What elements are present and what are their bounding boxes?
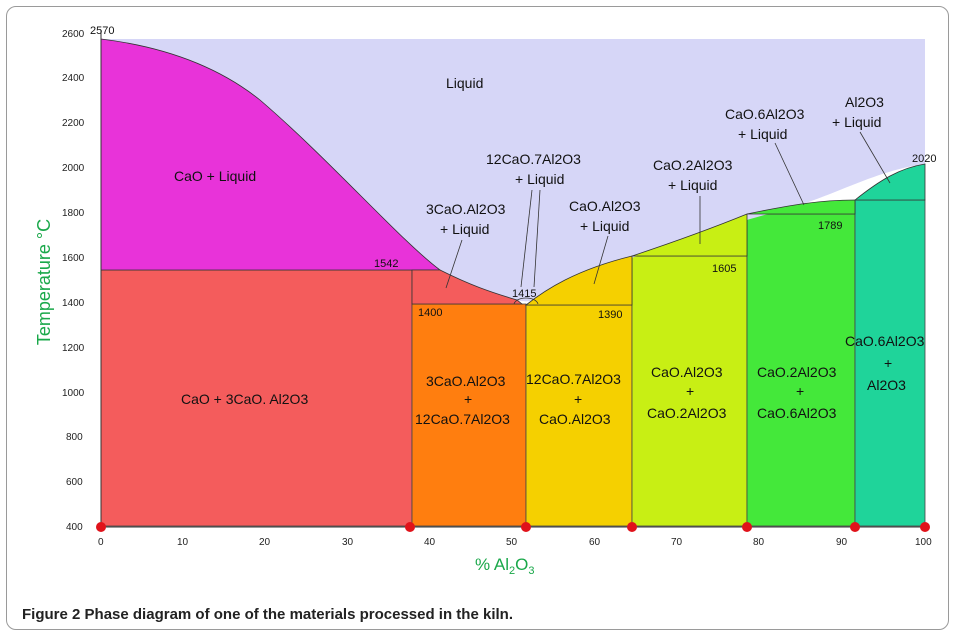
label-c3a-c12a7-a: 3CaO.Al2O3	[426, 373, 506, 389]
region-a-liquid	[853, 163, 926, 201]
label-c12a7-ca-b: CaO.Al2O3	[539, 411, 611, 427]
label-c12a7-ca-plus: +	[574, 391, 582, 407]
label-c12a7-ca-a: 12CaO.7Al2O3	[526, 371, 621, 387]
caption-label: Figure 2	[22, 606, 81, 623]
y-tick: 2200	[62, 118, 85, 129]
label-a-liquid-b: + Liquid	[832, 114, 881, 130]
marker	[627, 522, 637, 532]
label-cao-liquid: CaO + Liquid	[174, 168, 256, 184]
temp-1605: 1605	[712, 263, 736, 275]
label-ca2-liquid-a: CaO.2Al2O3	[653, 157, 733, 173]
label-ca6-a-b: Al2O3	[867, 377, 906, 393]
label-ca6-liquid-a: CaO.6Al2O3	[725, 106, 805, 122]
label-ca6-liquid-b: + Liquid	[738, 126, 787, 142]
temp-1400: 1400	[418, 307, 442, 319]
region-ca-liquid	[524, 255, 633, 306]
x-tick: 40	[424, 537, 436, 548]
label-ca6-a-a: CaO.6Al2O3	[845, 333, 925, 349]
y-tick: 2600	[62, 29, 85, 40]
x-ticks: 0 10 20 30 40 50 60 70 80 90 100	[98, 537, 932, 548]
marker	[920, 522, 930, 532]
region-c3a-liquid	[411, 269, 524, 305]
region-ca6-a	[854, 199, 926, 527]
label-ca-liquid-b: + Liquid	[580, 218, 629, 234]
marker	[521, 522, 531, 532]
x-axis-label: % Al2O3	[475, 555, 535, 577]
label-a-liquid-a: Al2O3	[845, 94, 884, 110]
region-ca-ca2	[631, 255, 748, 527]
temp-1390: 1390	[598, 309, 622, 321]
label-ca-ca2-b: CaO.2Al2O3	[647, 405, 727, 421]
temp-1542: 1542	[374, 258, 398, 270]
boundary-markers	[96, 522, 930, 532]
label-liquid: Liquid	[446, 75, 483, 91]
y-tick: 800	[66, 432, 83, 443]
y-tick: 2400	[62, 73, 85, 84]
x-tick: 20	[259, 537, 271, 548]
label-ca-ca2-a: CaO.Al2O3	[651, 364, 723, 380]
label-ca2-ca6-a: CaO.2Al2O3	[757, 364, 837, 380]
y-tick: 1400	[62, 298, 85, 309]
x-tick: 30	[342, 537, 354, 548]
label-c3a-liquid-a: 3CaO.Al2O3	[426, 201, 506, 217]
label-ca6-a-plus: +	[884, 355, 892, 371]
y-ticks: 400 600 800 1000 1200 1400 1600 1800 200…	[62, 29, 85, 533]
region-c3a-c12a7	[411, 303, 527, 527]
y-tick: 600	[66, 477, 83, 488]
label-ca2-ca6-plus: +	[796, 383, 804, 399]
marker	[850, 522, 860, 532]
label-c12a7-liquid-b: + Liquid	[515, 171, 564, 187]
x-tick: 0	[98, 537, 104, 548]
temp-1415: 1415	[512, 288, 536, 300]
x-tick: 50	[506, 537, 518, 548]
x-tick: 70	[671, 537, 683, 548]
region-liquid	[101, 39, 925, 302]
y-tick: 1000	[62, 388, 85, 399]
label-ca-liquid-a: CaO.Al2O3	[569, 198, 641, 214]
x-tick: 90	[836, 537, 848, 548]
marker	[742, 522, 752, 532]
marker	[96, 522, 106, 532]
y-tick: 400	[66, 522, 83, 533]
x-tick: 10	[177, 537, 189, 548]
label-c3a-c12a7-plus: +	[464, 391, 472, 407]
label-c3a-c12a7-b: 12CaO.7Al2O3	[415, 411, 510, 427]
marker	[405, 522, 415, 532]
temp-2020: 2020	[912, 153, 936, 165]
region-ca2-ca6	[746, 213, 856, 527]
temp-1789: 1789	[818, 220, 842, 232]
y-tick: 1600	[62, 253, 85, 264]
region-cao-liquid	[100, 38, 442, 271]
label-c12a7-liquid-a: 12CaO.7Al2O3	[486, 151, 581, 167]
label-cao-c3a: CaO + 3CaO. Al2O3	[181, 391, 308, 407]
region-ca2-liquid	[631, 213, 748, 257]
y-tick: 1200	[62, 343, 85, 354]
x-tick: 60	[589, 537, 601, 548]
figure-caption: Figure 2 Phase diagram of one of the mat…	[22, 606, 513, 623]
x-tick: 100	[915, 537, 932, 548]
x-tick: 80	[753, 537, 765, 548]
label-ca2-liquid-b: + Liquid	[668, 177, 717, 193]
label-ca2-ca6-b: CaO.6Al2O3	[757, 405, 837, 421]
liquidus-dome	[513, 297, 539, 305]
y-axis-label: Temperature °C	[34, 219, 54, 345]
y-tick: 1800	[62, 208, 85, 219]
y-tick: 2000	[62, 163, 85, 174]
label-ca-ca2-plus: +	[686, 383, 694, 399]
leader-lines	[445, 131, 891, 289]
label-c3a-liquid-b: + Liquid	[440, 221, 489, 237]
figure-frame	[6, 6, 949, 630]
temp-2570: 2570	[90, 25, 114, 37]
caption-text: Phase diagram of one of the materials pr…	[84, 606, 513, 623]
